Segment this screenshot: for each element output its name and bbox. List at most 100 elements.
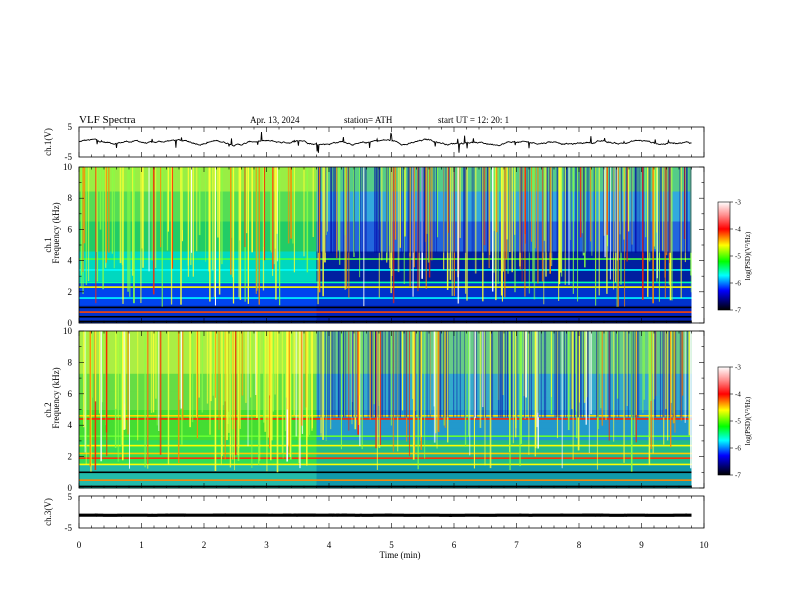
- ch1-colorbar-ticks: -3 -4 -5 -6 -7: [730, 199, 741, 315]
- spectrogram-band: [316, 367, 692, 374]
- spectrogram-sferic: [251, 331, 253, 468]
- spectrogram-sferic: [101, 331, 103, 403]
- spectrogram-dark-streak: [563, 167, 565, 253]
- spectrogram-sferic: [493, 167, 495, 231]
- spectrogram-sferic: [581, 167, 583, 234]
- spectrogram-dark-streak: [381, 331, 383, 418]
- spectrogram-dark-streak: [343, 331, 345, 418]
- spectrogram-band: [79, 481, 317, 489]
- spectrogram-dark-streak: [672, 331, 674, 418]
- freq-tick-label: 6: [68, 389, 73, 399]
- spectrogram-sferic: [358, 331, 361, 426]
- spectrogram-sferic: [652, 331, 654, 454]
- spectrogram-sferic: [431, 167, 433, 261]
- spectrogram-sferic: [466, 167, 468, 301]
- spectrogram-dark-streak: [459, 331, 461, 418]
- spectrogram-band: [316, 439, 692, 447]
- spectrogram-dark-streak: [669, 167, 671, 253]
- spectrogram-sferic: [83, 331, 85, 428]
- spectrogram-dark-streak: [382, 331, 384, 418]
- spectrogram-sferic: [85, 167, 88, 286]
- spectrogram-band: [79, 293, 317, 300]
- spectrogram-sferic: [214, 331, 217, 471]
- spectrogram-dark-streak: [520, 167, 522, 253]
- colorbar-tick-label: -4: [735, 391, 741, 399]
- spectrogram-sferic: [435, 331, 437, 434]
- spectrogram-sferic: [132, 167, 134, 276]
- spectrogram-dark-streak: [634, 331, 636, 418]
- spectrogram-dark-streak: [390, 167, 392, 253]
- spectrogram-dark-streak: [575, 167, 577, 253]
- spectrogram-dark-streak: [669, 167, 671, 253]
- spectrogram-dark-streak: [596, 331, 598, 418]
- spectrogram-dark-streak: [371, 331, 373, 418]
- freq-tick-label: 8: [68, 193, 73, 203]
- spectrogram-dark-streak: [440, 331, 442, 418]
- spectrogram-dark-streak: [556, 331, 558, 418]
- ch3-waveform-ylabel: ch.3(V): [43, 498, 53, 526]
- spectrogram-sferic: [108, 167, 110, 253]
- spectrogram-sferic: [500, 167, 503, 296]
- spectrogram-sferic: [166, 167, 169, 251]
- spectrogram-band: [316, 469, 692, 477]
- spectrogram-sferic: [287, 167, 290, 244]
- spectrogram-dark-streak: [586, 167, 588, 253]
- spectrogram-dark-streak: [566, 331, 568, 418]
- spectrogram-sferic: [564, 167, 566, 285]
- spectrogram-dark-streak: [401, 167, 403, 253]
- spectrogram-sferic: [218, 331, 220, 430]
- spectrogram-sferic: [122, 167, 124, 304]
- spectrogram-dark-streak: [528, 167, 530, 253]
- spectrogram-dark-streak: [353, 167, 355, 253]
- spectrogram-dark-streak: [343, 167, 345, 253]
- spectrogram-dark-streak: [543, 331, 545, 418]
- spectrogram-sferic: [601, 331, 603, 426]
- freq-tick-label: 10: [63, 162, 73, 172]
- ch1-spectrogram-channel-label: ch.1: [43, 237, 53, 252]
- spectrogram-sferic: [379, 331, 382, 446]
- spectrogram-sferic: [273, 167, 275, 265]
- spectrogram-sferic: [558, 167, 560, 301]
- spectrogram-sferic: [271, 331, 273, 441]
- spectrogram-sferic: [464, 331, 467, 447]
- spectrogram-dark-streak: [551, 167, 553, 253]
- spectrogram-sferic: [94, 331, 97, 402]
- spectrogram-dark-streak: [443, 331, 445, 418]
- spectrogram-band: [316, 287, 692, 294]
- spectrogram-sferic: [167, 167, 169, 232]
- spectrogram-dark-streak: [684, 167, 686, 253]
- spectrogram-dark-streak: [317, 331, 319, 418]
- spectrogram-sferic: [536, 331, 539, 428]
- spectrogram-dark-streak: [637, 167, 639, 253]
- spectrogram-line: [79, 306, 692, 309]
- spectrogram-sferic: [83, 167, 86, 244]
- spectrogram-sferic: [322, 331, 324, 440]
- spectrogram-dark-streak: [685, 167, 687, 253]
- spectrogram-band: [79, 475, 317, 483]
- spectrogram-line: [79, 297, 692, 299]
- spectrogram-dark-streak: [580, 331, 582, 418]
- spectrogram-sferic: [483, 167, 486, 246]
- spectrogram-sferic: [474, 331, 476, 419]
- spectrogram-sferic: [232, 331, 234, 460]
- spectrogram-sferic: [171, 167, 174, 269]
- spectrogram-dark-streak: [575, 167, 577, 253]
- spectrogram-sferic: [504, 167, 506, 298]
- spectrogram-dark-streak: [376, 167, 378, 253]
- spectrogram-sferic: [287, 331, 290, 445]
- spectrogram-dark-streak: [412, 167, 414, 253]
- spectrogram-band: [79, 197, 317, 204]
- spectrogram-sferic: [624, 167, 626, 307]
- spectrogram-sferic: [443, 331, 446, 426]
- spectrogram-band: [79, 263, 317, 270]
- spectrogram-dark-streak: [566, 167, 568, 253]
- spectrogram-sferic: [192, 167, 194, 277]
- ch3-waveform-ticks: [78, 496, 705, 528]
- spectrogram-dark-streak: [689, 167, 691, 253]
- spectrogram-dark-streak: [421, 167, 423, 253]
- spectrogram-sferic: [129, 167, 131, 297]
- spectrogram-dark-streak: [404, 331, 406, 418]
- figure-title: VLF Spectra: [79, 114, 136, 126]
- freq-tick-label: 10: [63, 326, 73, 336]
